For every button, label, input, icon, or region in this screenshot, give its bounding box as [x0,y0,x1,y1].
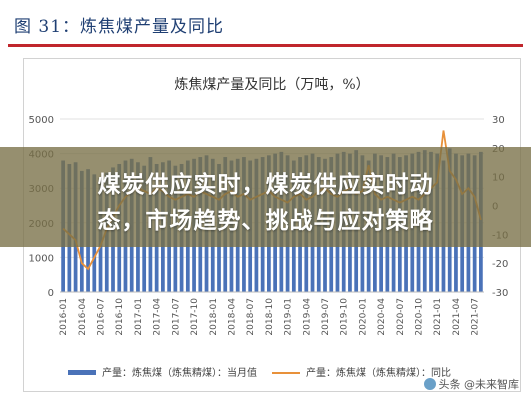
legend-label-line: 产量：炼焦煤（炼焦精煤）：同比 [306,366,451,379]
x-axis-tick-label: 2019-01 [284,298,294,336]
right-axis-tick-label: 30 [492,115,505,126]
x-axis-tick-label: 2021-04 [452,298,462,336]
legend-swatch-bar [68,370,96,375]
left-axis-tick-label: 0 [48,288,54,299]
x-axis-tick-label: 2017-07 [171,298,181,336]
chart-title: 炼焦煤产量及同比（万吨，%） [174,77,369,93]
x-axis-tick-label: 2016-10 [115,298,125,336]
x-axis-tick-label: 2019-10 [340,298,350,336]
figure-title: 图 31：炼焦煤产量及同比 [14,17,225,37]
x-axis-tick-label: 2020-04 [377,298,387,336]
x-axis-tick-label: 2019-07 [321,298,331,336]
x-axis-tick-label: 2021-01 [433,298,443,336]
x-axis-tick-label: 2020-10 [415,298,425,336]
headline-line-2: 态，市场趋势、挑战与应对策略 [97,208,434,234]
x-axis-tick-label: 2017-01 [134,298,144,336]
headline-line-1: 煤炭供应实时，煤炭供应实时动 [97,172,434,198]
left-axis-tick-label: 5000 [29,115,54,126]
right-axis-tick-label: -20 [492,259,508,270]
x-axis-tick-label: 2018-01 [209,298,219,336]
x-axis-tick-label: 2017-10 [190,298,200,336]
title-divider [8,44,523,47]
x-axis-tick-label: 2016-07 [97,298,107,336]
x-axis-tick-label: 2021-07 [471,298,481,336]
legend-label-bar: 产量：炼焦煤（炼焦精煤）：当月值 [102,366,257,379]
x-axis-tick-label: 2018-10 [265,298,275,336]
x-axis-tick-label: 2017-04 [153,298,163,336]
toutiao-logo-icon [423,378,436,390]
figure-header: 图 31：炼焦煤产量及同比 [0,0,531,48]
right-axis-tick-label: -30 [492,288,508,299]
x-axis-tick-label: 2016-04 [78,298,88,336]
x-axis-tick-label: 2018-04 [228,298,238,336]
left-axis-tick-label: 1000 [29,253,54,264]
x-axis-tick-label: 2020-01 [358,298,368,336]
x-axis-tick-label: 2020-07 [396,298,406,336]
watermark-text: 头条 @未来智库 [438,378,520,391]
x-axis-tick-label: 2018-07 [246,298,256,336]
headline-overlay: 煤炭供应实时，煤炭供应实时动 态，市场趋势、挑战与应对策略 [0,147,531,247]
x-axis-tick-label: 2019-04 [302,298,312,336]
x-axis-tick-label: 2016-01 [59,298,69,336]
watermark: 头条 @未来智库 [423,376,520,392]
